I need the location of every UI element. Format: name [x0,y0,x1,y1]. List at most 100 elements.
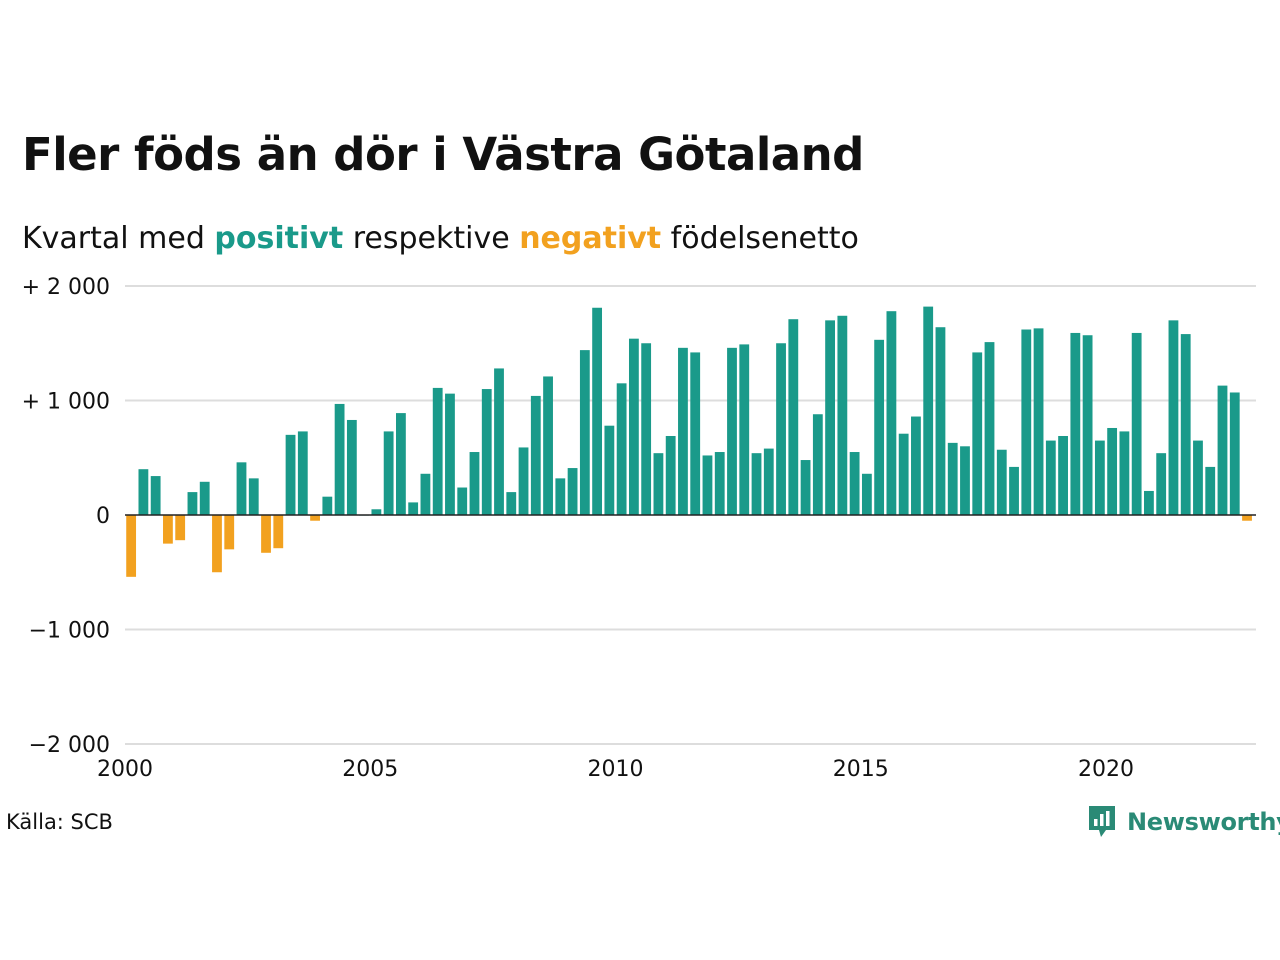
bar-negative [224,515,235,550]
x-tick-label: 2010 [588,757,644,782]
bar-positive [874,339,885,515]
bar-negative [310,515,320,521]
bar-positive [923,306,934,515]
bar-positive [1229,392,1240,515]
bar-positive [628,338,639,515]
source-note: Källa: SCB [6,810,113,834]
bar-positive [960,446,970,515]
bar-positive [1021,329,1032,515]
bar-positive [396,413,406,515]
bar-positive [702,455,713,515]
bar-positive [1180,334,1191,515]
bar-positive [322,496,333,515]
y-tick-label: + 1 000 [22,390,110,415]
bar-positive [690,352,701,515]
bar-positive [138,469,149,515]
subtitle-start: Kvartal med [22,221,215,256]
bar-positive [248,478,259,515]
bar-negative [175,515,186,541]
bar-positive [739,344,750,515]
bar-positive [641,343,652,515]
bar-positive [383,431,394,515]
bar-negative [163,515,173,544]
bar-positive [1033,328,1044,515]
bar-positive [543,376,553,515]
bar-negative [273,515,284,549]
y-tick-label: −1 000 [29,619,110,644]
bar-positive [285,434,296,515]
bar-positive [506,492,517,515]
bar-positive [837,315,848,515]
bar-positive [297,431,308,515]
x-tick-label: 2020 [1078,757,1134,782]
bar-positive [567,468,578,515]
bar-positive [592,307,603,515]
bar-positive [1070,332,1081,515]
bar-positive [236,462,247,515]
bar-positive [420,473,431,515]
bar-positive [911,416,921,515]
bar-positive [187,492,198,515]
newsworthy-logo-icon [1089,806,1115,837]
bar-positive [751,453,762,515]
bar-positive [150,476,161,515]
subtitle-negative: negativt [519,221,662,256]
bar-positive [555,478,566,515]
bar-positive [408,502,419,515]
bar-positive [1094,440,1105,515]
bar-positive [432,387,443,515]
bar-positive [898,433,909,515]
brand-name: Newsworthy [1127,808,1280,836]
x-tick-label: 2000 [97,757,153,782]
subtitle-positive: positivt [214,221,344,256]
bar-positive [1205,466,1216,515]
bar-positive [935,327,946,515]
bar-positive [346,419,357,515]
bar-positive [1119,431,1130,515]
bar-positive [1156,453,1167,515]
bar-positive [530,395,541,515]
bar-positive [653,453,664,515]
bar-positive [788,319,799,515]
bar-positive [494,368,504,515]
subtitle-end: födelsenetto [661,221,859,256]
bar-positive [763,448,774,515]
bar-positive [1217,385,1228,515]
bar-negative [212,515,222,573]
bar-positive [518,447,529,515]
bar-positive [481,389,492,515]
chart-subtitle: Kvartal med positivt respektive negativt… [22,221,859,256]
bar-positive [861,473,872,515]
bar-positive [371,509,382,515]
bar-positive [616,383,627,515]
bar-positive [825,320,835,515]
bar-positive [457,487,468,515]
bar-positive [849,452,860,515]
bar-positive [604,425,615,515]
bar-positive [984,342,995,515]
bar-negative [1242,515,1252,521]
bar-negative [126,515,137,577]
bar-positive [1107,427,1118,515]
bar-positive [800,460,811,515]
bar-positive [1144,490,1154,515]
y-tick-label: −2 000 [29,733,110,758]
bar-positive [972,352,983,515]
bar-positive [714,452,725,515]
subtitle-middle: respektive [343,221,520,256]
bar-positive [1058,435,1068,515]
brand-logo[interactable]: Newsworthy [1087,804,1280,840]
bar-positive [947,442,958,515]
y-tick-label: + 2 000 [22,275,110,300]
bar-positive [727,347,737,515]
bar-positive [1131,332,1142,515]
bar-negative [261,515,271,553]
bar-positive [199,481,210,515]
bar-positive [886,311,897,515]
bar-positive [812,414,823,515]
bar-positive [579,350,590,515]
bar-positive [665,435,676,515]
chart-title: Fler föds än dör i Västra Götaland [22,128,864,181]
bar-positive [996,449,1007,515]
